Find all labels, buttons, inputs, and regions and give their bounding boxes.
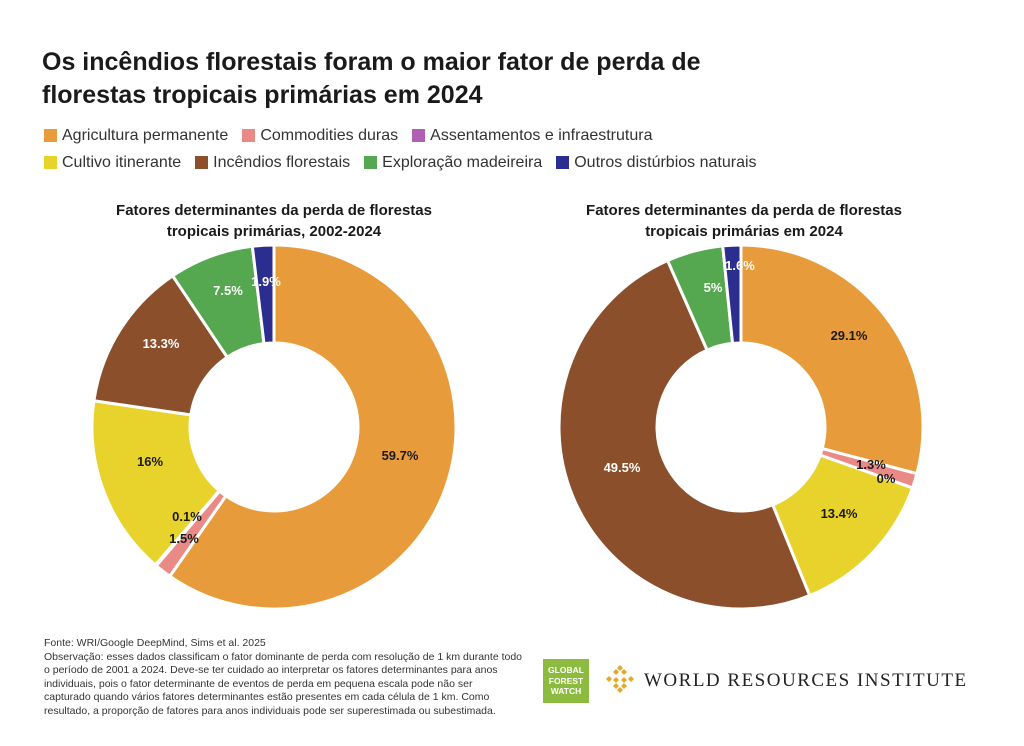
slice-label: 5% [704, 280, 723, 295]
slice-label: 59.7% [382, 448, 419, 463]
legend-item: Commodities duras [242, 127, 398, 145]
slice-label: 13.4% [821, 506, 858, 521]
legend-row-2: Cultivo itinerante Incêndios florestais … [44, 149, 944, 176]
note-text: Observação: esses dados classificam o fa… [44, 650, 523, 717]
footer: Fonte: WRI/Google DeepMind, Sims et al. … [44, 637, 522, 718]
legend-label: Outros distúrbios naturais [574, 153, 757, 171]
slice-label: 1.6% [725, 258, 755, 273]
legend-swatch [556, 156, 570, 169]
wri-logo-icon [606, 665, 634, 693]
slice-label: 1.5% [169, 531, 199, 546]
legend-item: Cultivo itinerante [44, 154, 181, 172]
chart-title-2024: Fatores determinantes da perda de flores… [586, 202, 902, 240]
legend-label: Agricultura permanente [62, 126, 229, 144]
donut-slice [721, 243, 743, 346]
donut-slice [167, 243, 458, 611]
legend-item: Outros distúrbios naturais [556, 153, 757, 172]
donut-slice [90, 399, 222, 568]
legend-swatch [44, 129, 57, 142]
legend-swatch [44, 156, 57, 169]
legend-item: Exploração madeireira [364, 154, 542, 172]
legend-swatch [412, 129, 426, 142]
legend-label: Assentamentos e infraestrutura [430, 126, 653, 144]
slice-label: 13.3% [143, 336, 180, 351]
wri-wordmark: WORLD RESOURCES INSTITUTE [644, 670, 968, 691]
donut-slice [250, 243, 276, 346]
legend-item: Assentamentos e infraestrutura [412, 127, 652, 145]
slice-label: 7.5% [213, 283, 243, 298]
slice-label: 16% [137, 454, 163, 469]
legend-swatch [364, 156, 378, 169]
slice-label: 1.9% [251, 274, 281, 289]
donut-slice [739, 243, 925, 476]
slice-label: 0.1% [172, 509, 202, 524]
legend-item: Agricultura permanente [44, 127, 228, 145]
legend-label: Commodities duras [260, 126, 399, 144]
legend-item: Incêndios florestais [195, 154, 350, 172]
source-text: Fonte: WRI/Google DeepMind, Sims et al. … [44, 637, 266, 649]
page-title: Os incêndios florestais foram o maior fa… [42, 48, 701, 109]
legend-swatch [242, 129, 256, 142]
donut-slice [557, 258, 812, 611]
legend: Agricultura permanente Commodities duras… [44, 122, 944, 176]
legend-label: Exploração madeireira [382, 153, 543, 171]
legend-swatch [195, 156, 209, 169]
slice-label: 0% [877, 471, 896, 486]
global-forest-watch-logo: GLOBAL FOREST WATCH [543, 659, 589, 703]
legend-row-1: Agricultura permanente Commodities duras… [44, 122, 944, 149]
chart-title-2002-2024: Fatores determinantes da perda de flores… [116, 202, 432, 240]
legend-label: Incêndios florestais [213, 153, 351, 171]
legend-label: Cultivo itinerante [62, 153, 182, 171]
slice-label: 49.5% [604, 460, 641, 475]
slice-label: 29.1% [831, 328, 868, 343]
slice-label: 1.3% [856, 457, 886, 472]
